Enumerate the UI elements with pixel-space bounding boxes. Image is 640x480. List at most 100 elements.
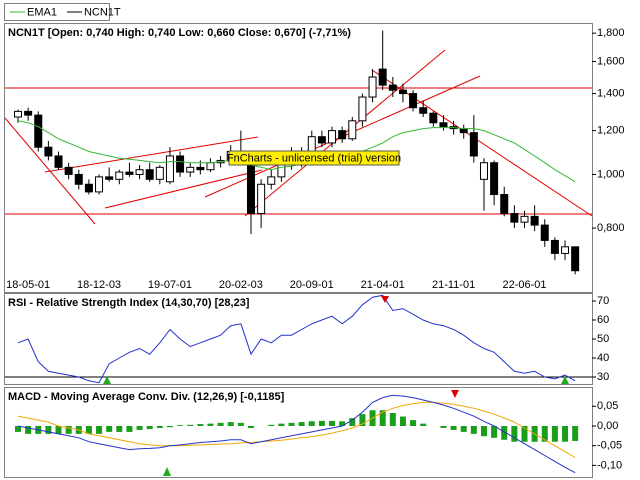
candle-body [338, 130, 347, 140]
bar [106, 425, 113, 432]
candle-body [540, 224, 549, 241]
candle-body [348, 120, 357, 140]
x-tick-label: 18-12-03 [77, 279, 121, 291]
candle-body [24, 110, 33, 116]
buy-signal [561, 376, 569, 384]
candle-body [186, 166, 195, 173]
sell-signal [451, 390, 459, 398]
legend-label: NCN1T [84, 6, 121, 18]
y-tick-label: 30 [597, 371, 609, 383]
bar [247, 425, 254, 428]
candle-body [165, 155, 174, 183]
bar [420, 423, 427, 426]
y-tick-label: 0,00 [597, 420, 618, 432]
bar [288, 422, 295, 426]
bar [541, 425, 548, 442]
bar [450, 425, 457, 430]
x-tick-label: 20-09-01 [290, 279, 334, 291]
y-tick-label: 1,200 [597, 125, 625, 137]
bar [470, 425, 477, 434]
bar [329, 420, 336, 426]
y-tick-label: 60 [597, 314, 609, 326]
candle-body [328, 130, 337, 144]
bar [177, 425, 184, 426]
candle-body [429, 112, 438, 124]
bar [339, 421, 346, 426]
candle-body [176, 155, 185, 173]
bar [156, 425, 163, 428]
bar [146, 425, 153, 430]
y-tick-label: 1,600 [597, 55, 625, 67]
bar [379, 410, 386, 426]
bar [511, 425, 518, 442]
line [17, 401, 576, 458]
bar [562, 425, 569, 442]
bar [318, 420, 325, 426]
bar [55, 425, 62, 434]
candle-body [550, 239, 559, 254]
x-tick-label: 18-05-01 [6, 279, 50, 291]
y-tick-label: 0,800 [597, 222, 625, 234]
candle-body [398, 89, 407, 95]
candle-body [125, 171, 134, 175]
watermark: FnCharts - unlicensed (trial) version [227, 152, 401, 164]
candle-body [74, 173, 83, 185]
y-tick-label: 70 [597, 295, 609, 307]
bar [521, 425, 528, 442]
candle-body [84, 183, 93, 193]
sell-signal [381, 296, 389, 303]
candle-body [358, 96, 367, 122]
candle-body [561, 246, 570, 254]
bar [45, 425, 52, 434]
bar [197, 424, 204, 426]
candle-body [459, 128, 468, 134]
legend-box [4, 3, 110, 21]
x-tick-label: 22-06-01 [502, 279, 546, 291]
bar [298, 422, 305, 426]
candle-body [14, 110, 22, 118]
candle-body [54, 155, 63, 168]
bar [65, 425, 72, 434]
bar [359, 414, 366, 426]
bar [278, 423, 285, 426]
candle-body [307, 136, 316, 153]
watermark-box [228, 150, 400, 166]
bar [96, 425, 103, 434]
y-tick-label: 1,400 [597, 87, 625, 99]
bar [126, 425, 133, 432]
y-tick-label: -0,05 [597, 440, 622, 452]
x-tick-label: 20-02-03 [219, 279, 263, 291]
y-tick-label: -0,10 [597, 459, 622, 471]
candle-body [206, 162, 215, 171]
candle-body [469, 132, 478, 157]
macd-panel [4, 387, 593, 478]
bar [480, 425, 487, 437]
bar [501, 425, 508, 440]
buy-signal [163, 467, 171, 476]
panel-title: RSI - Relative Strength Index (14,30,70)… [8, 297, 250, 309]
candle-body [520, 215, 529, 223]
line [17, 294, 576, 384]
bar [440, 425, 447, 428]
panel-title: NCN1T [Open: 0,740 High: 0,740 Low: 0,66… [8, 27, 351, 39]
candle-body [145, 169, 154, 180]
legend-label: EMA1 [27, 6, 57, 18]
bar [389, 413, 396, 426]
bar [25, 425, 32, 434]
trend-line [44, 136, 259, 173]
candle-body [439, 122, 448, 128]
candle-body [155, 166, 164, 180]
candle-body [530, 215, 539, 226]
bar [460, 425, 467, 432]
candle-body [34, 114, 43, 148]
candle-body [44, 146, 53, 157]
bar [349, 418, 356, 426]
bar [410, 420, 417, 426]
candle-body [105, 176, 114, 180]
candle-body [490, 162, 499, 195]
candle-body [571, 246, 580, 272]
y-tick-label: 40 [597, 352, 609, 364]
candle-body [246, 157, 255, 215]
